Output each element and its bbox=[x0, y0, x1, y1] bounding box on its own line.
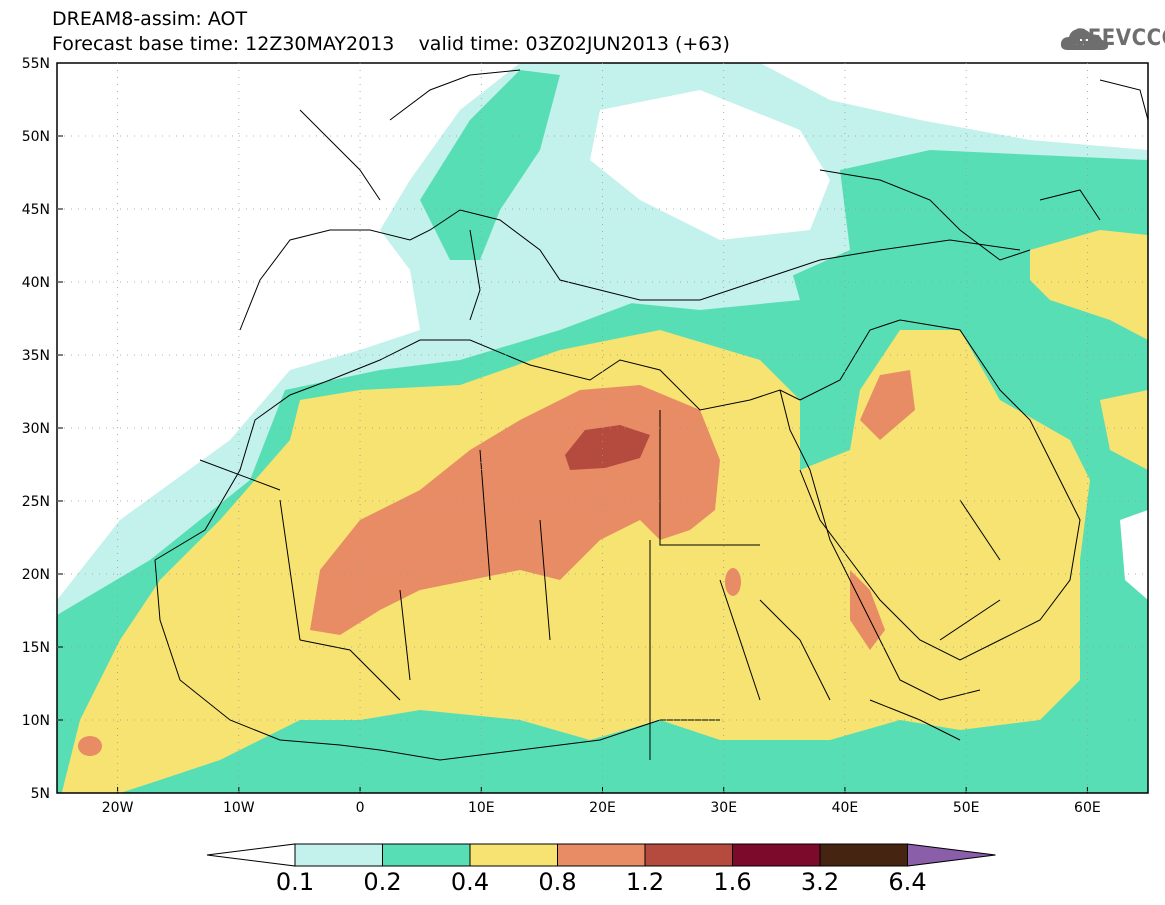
lat-tick-label: 55N bbox=[22, 56, 50, 72]
colorbar-label: 3.2 bbox=[800, 868, 840, 896]
lon-tick-label: 50E bbox=[953, 800, 980, 816]
lon-tick-label: 30E bbox=[710, 800, 737, 816]
colorbar-label: 1.6 bbox=[713, 868, 752, 896]
aot-contour-0.4 bbox=[1030, 230, 1148, 340]
aot-contour-0.4 bbox=[1100, 390, 1148, 470]
lat-tick-label: 5N bbox=[31, 786, 50, 802]
lat-tick-label: 10N bbox=[22, 713, 50, 729]
aot-clear-area bbox=[500, 160, 800, 310]
gridlines bbox=[57, 63, 1148, 793]
lon-tick-label: 10W bbox=[223, 800, 255, 816]
cloud-icon bbox=[1060, 29, 1109, 50]
lat-tick-label: 35N bbox=[22, 348, 50, 364]
valid-time: valid time: 03Z02JUN2013 (+63) bbox=[418, 33, 730, 55]
logo-text: SEEVCCC bbox=[1073, 26, 1165, 51]
aot-contour-0.8 bbox=[78, 736, 102, 756]
lon-tick-label: 20W bbox=[102, 800, 134, 816]
colorbar-segment bbox=[557, 843, 646, 867]
axis-ticks: 55N 50N 45N 40N 35N 30N 25N 20N 15N 10N 5N 20W 10W 0 1… bbox=[22, 56, 1101, 816]
lon-tick-label: 40E bbox=[832, 800, 859, 816]
lon-tick-label: 0 bbox=[356, 800, 365, 816]
aot-contour-0.8 bbox=[725, 568, 741, 596]
aot-clear-area bbox=[1120, 510, 1148, 600]
aot-contour-0.2 bbox=[420, 70, 560, 260]
colorbar-segment bbox=[819, 843, 908, 867]
colorbar-label: 1.2 bbox=[625, 868, 665, 896]
colorbar-segment bbox=[382, 843, 471, 867]
lon-tick-label: 60E bbox=[1074, 800, 1101, 816]
colorbar-over-arrow bbox=[907, 843, 996, 867]
lat-tick-label: 50N bbox=[22, 129, 50, 145]
colorbar-label: 6.4 bbox=[888, 868, 927, 896]
map-subtitle: Forecast base time: 12Z30MAY2013 valid t… bbox=[52, 33, 730, 55]
lat-tick-label: 30N bbox=[22, 421, 50, 437]
lat-tick-label: 15N bbox=[22, 640, 50, 656]
colorbar-label: 0.2 bbox=[363, 868, 402, 896]
lat-tick-label: 25N bbox=[22, 494, 50, 510]
aot-clear-area bbox=[590, 90, 830, 240]
colorbar-segment bbox=[644, 843, 733, 867]
lon-tick-label: 10E bbox=[468, 800, 495, 816]
base-time: Forecast base time: 12Z30MAY2013 bbox=[52, 33, 395, 55]
colorbar-label: 0.4 bbox=[450, 868, 490, 896]
lat-tick-label: 45N bbox=[22, 202, 50, 218]
aot-contour-0.8 bbox=[850, 570, 885, 650]
lat-tick-label: 40N bbox=[22, 275, 50, 291]
colorbar-label: 0.8 bbox=[538, 868, 577, 896]
colorbar-under-arrow bbox=[206, 843, 296, 867]
colorbar-segment bbox=[294, 843, 383, 867]
colorbar-label: 0.1 bbox=[275, 868, 315, 896]
aot-contour-0.8 bbox=[860, 370, 915, 440]
lat-tick-label: 20N bbox=[22, 567, 50, 583]
colorbar bbox=[206, 843, 996, 867]
colorbar-segment bbox=[469, 843, 558, 867]
coastlines bbox=[154, 69, 1148, 761]
map-title: DREAM8-assim: AOT bbox=[52, 8, 248, 30]
aot-field bbox=[57, 63, 1148, 793]
aot-contour-1.2 bbox=[565, 425, 650, 470]
lon-tick-label: 20E bbox=[589, 800, 616, 816]
colorbar-segment bbox=[732, 843, 821, 867]
